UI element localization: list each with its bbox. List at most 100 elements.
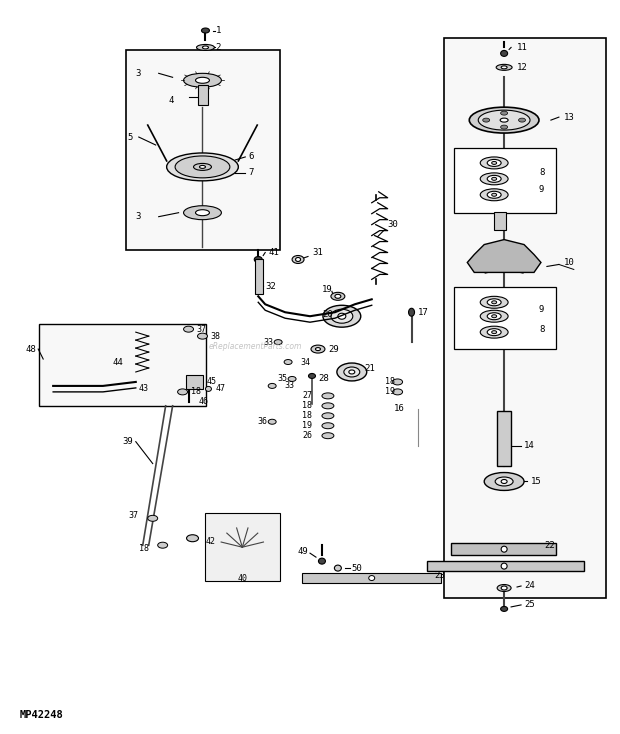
Ellipse shape (200, 165, 205, 168)
Text: 49: 49 (297, 547, 308, 556)
Ellipse shape (205, 386, 211, 391)
Ellipse shape (492, 301, 497, 304)
Bar (497, 411, 511, 465)
Text: 40: 40 (237, 573, 247, 583)
Bar (39, 324, 206, 406)
Bar (454, 148, 556, 213)
Ellipse shape (480, 326, 508, 338)
Text: 19: 19 (384, 388, 394, 396)
Ellipse shape (501, 546, 507, 552)
Ellipse shape (487, 299, 501, 306)
Ellipse shape (322, 433, 334, 439)
Text: 39: 39 (123, 437, 133, 446)
Ellipse shape (195, 77, 210, 83)
Text: 8: 8 (539, 324, 544, 334)
Text: 33: 33 (264, 338, 273, 346)
Text: 47: 47 (215, 385, 226, 393)
Text: 18: 18 (139, 544, 149, 553)
Ellipse shape (500, 111, 508, 115)
Bar (451, 543, 556, 555)
Ellipse shape (167, 153, 238, 181)
Ellipse shape (487, 192, 501, 198)
Polygon shape (427, 561, 584, 571)
Ellipse shape (483, 118, 490, 122)
Ellipse shape (322, 393, 334, 399)
Text: 37: 37 (197, 324, 206, 334)
Ellipse shape (292, 255, 304, 264)
Text: 11: 11 (517, 43, 528, 52)
Text: 33: 33 (284, 382, 294, 390)
Ellipse shape (195, 210, 210, 216)
Ellipse shape (338, 313, 346, 319)
Text: 16: 16 (394, 404, 405, 413)
Ellipse shape (284, 360, 292, 365)
Ellipse shape (469, 107, 539, 133)
Ellipse shape (500, 265, 508, 270)
Text: 18: 18 (190, 388, 200, 396)
Text: 48: 48 (25, 344, 36, 354)
Ellipse shape (492, 193, 497, 196)
Ellipse shape (187, 535, 198, 542)
Ellipse shape (496, 65, 512, 70)
Text: 19: 19 (302, 421, 312, 430)
Ellipse shape (344, 367, 360, 377)
Text: 29: 29 (328, 344, 339, 354)
Text: 2: 2 (215, 43, 221, 52)
Text: 18: 18 (302, 411, 312, 421)
Text: 26: 26 (302, 431, 312, 440)
Ellipse shape (331, 309, 353, 323)
Text: 32: 32 (265, 282, 276, 291)
Bar (185, 375, 203, 389)
Ellipse shape (202, 28, 210, 33)
Ellipse shape (274, 340, 282, 344)
Text: 36: 36 (257, 417, 267, 426)
Ellipse shape (501, 563, 507, 569)
Ellipse shape (254, 256, 262, 263)
Text: eReplacementParts.com: eReplacementParts.com (208, 341, 302, 351)
Text: 27: 27 (302, 391, 312, 400)
Text: 41: 41 (268, 248, 279, 257)
Ellipse shape (500, 125, 508, 129)
Text: 25: 25 (524, 600, 535, 609)
Ellipse shape (492, 178, 497, 181)
Ellipse shape (369, 575, 374, 581)
Text: 37: 37 (129, 511, 139, 520)
Text: 14: 14 (524, 441, 535, 450)
Ellipse shape (335, 294, 341, 298)
Text: 9: 9 (539, 305, 544, 313)
Ellipse shape (487, 313, 501, 320)
Ellipse shape (492, 330, 497, 334)
Ellipse shape (480, 310, 508, 322)
Text: 4: 4 (169, 95, 174, 105)
Polygon shape (467, 239, 541, 272)
Bar (445, 38, 606, 598)
Text: 13: 13 (564, 112, 575, 122)
Ellipse shape (492, 315, 497, 318)
Ellipse shape (500, 118, 508, 122)
Ellipse shape (309, 374, 316, 379)
Ellipse shape (501, 479, 507, 484)
Text: 20: 20 (322, 310, 333, 319)
Polygon shape (302, 573, 441, 583)
Text: 22: 22 (544, 541, 555, 550)
Ellipse shape (268, 383, 276, 388)
Ellipse shape (480, 173, 508, 185)
Ellipse shape (392, 389, 402, 395)
Ellipse shape (501, 66, 507, 69)
Ellipse shape (484, 473, 524, 490)
Ellipse shape (268, 419, 276, 424)
Ellipse shape (177, 389, 188, 395)
Text: MP42248: MP42248 (19, 711, 63, 720)
Ellipse shape (480, 157, 508, 169)
Text: 18: 18 (384, 377, 394, 386)
Ellipse shape (322, 403, 334, 409)
Text: 5: 5 (128, 133, 133, 142)
Ellipse shape (184, 326, 193, 333)
Bar (198, 85, 208, 105)
Ellipse shape (480, 297, 508, 308)
Text: 7: 7 (248, 168, 254, 178)
Ellipse shape (487, 159, 501, 167)
Ellipse shape (487, 175, 501, 182)
Text: 50: 50 (352, 564, 363, 573)
Ellipse shape (349, 370, 355, 374)
